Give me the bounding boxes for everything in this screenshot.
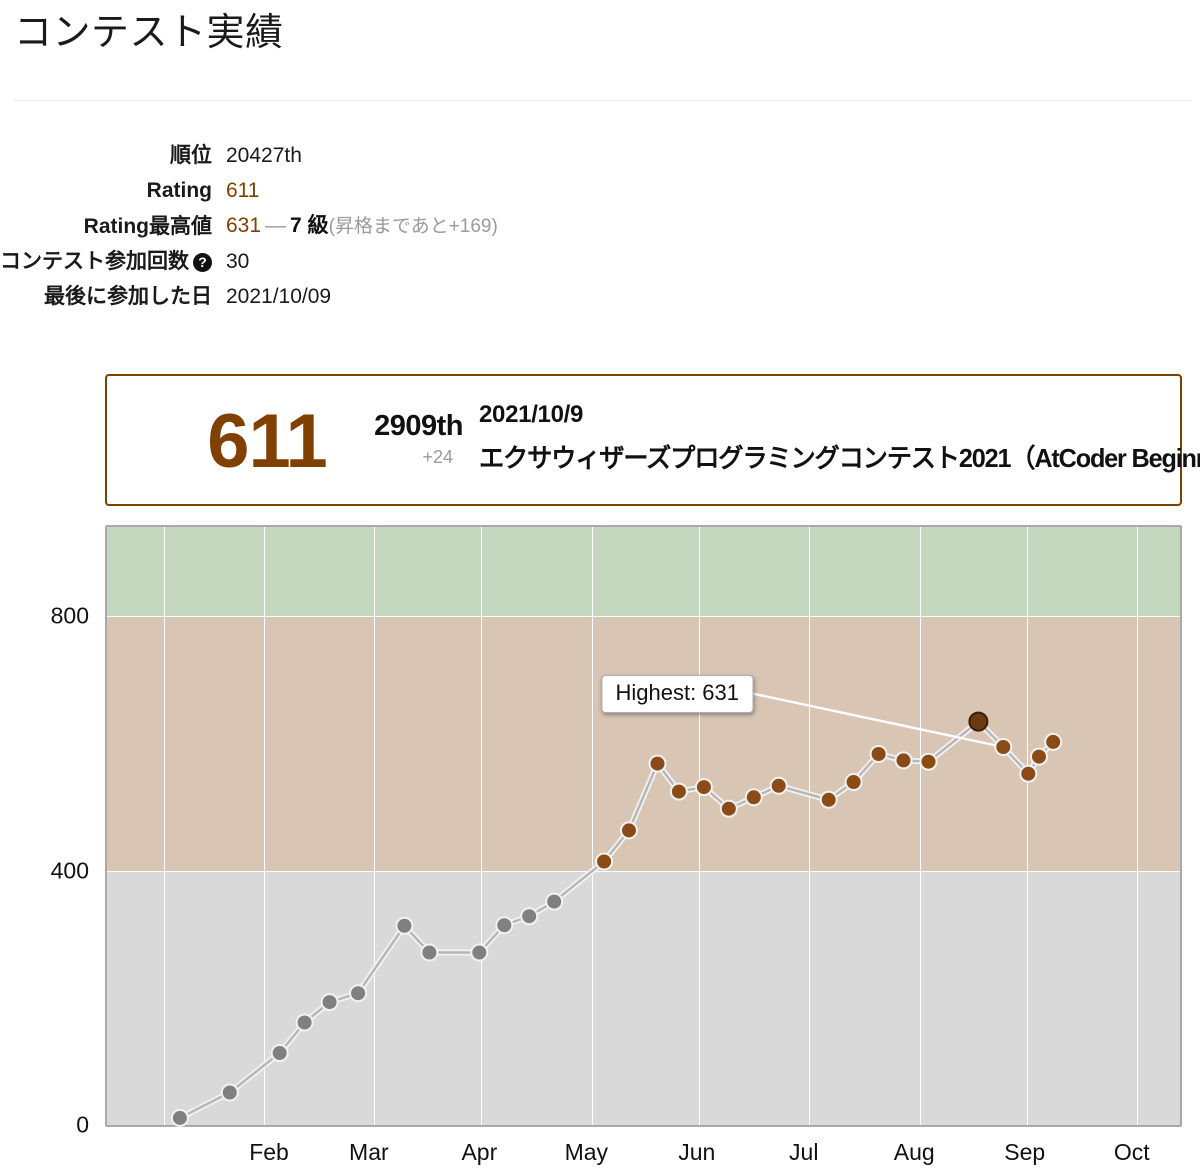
- rank-kyu: 7 級: [290, 214, 329, 237]
- rating-value: 611: [226, 179, 260, 202]
- info-row-highest-rating: Rating最高値 631—7 級(昇格まであと+169): [0, 208, 498, 244]
- v-gridline-Aug: [809, 527, 811, 1125]
- info-value-rank: 20427th: [226, 144, 302, 167]
- profile-info-table: 順位 20427th Rating 611 Rating最高値 631—7 級(…: [0, 138, 498, 314]
- info-row-contest-count: コンテスト参加回数? 30: [0, 244, 498, 279]
- v-gridline-Oct: [1026, 527, 1028, 1125]
- x-tick-Jun: Jun: [678, 1139, 716, 1165]
- latest-contest-name[interactable]: エクサウィザーズプログラミングコンテスト2021（AtCoder Beginne…: [479, 443, 1200, 473]
- latest-place-block: 2909th +24: [345, 408, 463, 470]
- h-gridline-800: [107, 616, 1180, 618]
- plot-area[interactable]: [105, 525, 1182, 1127]
- v-gridline-Jul: [698, 527, 700, 1125]
- latest-rating-value: 611: [207, 399, 328, 484]
- highest-rating-tooltip: Highest: 631: [601, 675, 753, 713]
- v-gridline-Sep: [919, 527, 921, 1125]
- latest-contest-date: 2021/10/9: [479, 401, 584, 428]
- v-gridline-Jun: [591, 527, 593, 1125]
- page-title: コンテスト実績: [14, 12, 284, 54]
- x-tick-Oct: Oct: [1113, 1139, 1150, 1165]
- x-tick-Aug: Aug: [893, 1139, 935, 1165]
- x-tick-May: May: [564, 1139, 609, 1165]
- x-tick-Apr: Apr: [461, 1139, 498, 1165]
- v-gridline-Feb: [164, 527, 166, 1125]
- x-tick-Sep: Sep: [1004, 1139, 1046, 1165]
- info-value-last-participated: 2021/10/09: [226, 285, 332, 308]
- info-value-highest-rating: 631—7 級(昇格まであと+169): [226, 208, 498, 244]
- x-axis-ticks: Feb2021MarAprMayJunJulAugSepOctNov: [210, 1133, 1200, 1170]
- title-divider: [14, 100, 1192, 101]
- promotion-note: (昇格まであと+169): [328, 216, 498, 237]
- highest-rating-value: 631: [226, 214, 262, 237]
- info-value-rating: 611: [226, 173, 498, 208]
- rank-dash: —: [265, 214, 287, 237]
- y-tick-400: 400: [50, 857, 89, 884]
- help-icon[interactable]: ?: [193, 253, 212, 272]
- info-label-rank: 順位: [170, 144, 212, 167]
- latest-contest-panel[interactable]: 611 2909th +24 2021/10/9 エクサウィザーズプログラミング…: [105, 374, 1200, 506]
- info-value-contest-count: 30: [226, 250, 250, 273]
- info-label-highest-rating: Rating最高値: [83, 214, 212, 238]
- y-tick-0: 0: [76, 1111, 89, 1138]
- info-label-rating: Rating: [146, 179, 212, 202]
- x-tick-Mar: Mar: [349, 1139, 389, 1165]
- h-gridline-400: [107, 870, 1180, 872]
- v-gridline-Apr: [374, 527, 376, 1125]
- info-label-last-participated: 最後に参加した日: [44, 285, 212, 308]
- x-tick-Feb: Feb2021: [243, 1139, 294, 1170]
- x-tick-Jul: Jul: [789, 1139, 819, 1165]
- contest-count-label-text: コンテスト参加回数: [0, 250, 189, 273]
- info-row-rank: 順位 20427th: [0, 138, 498, 173]
- latest-place-value: 2909th: [374, 410, 463, 442]
- info-row-rating: Rating 611: [0, 173, 498, 208]
- info-row-last-participated: 最後に参加した日 2021/10/09: [0, 279, 498, 314]
- latest-rating-diff: +24: [422, 447, 453, 467]
- x-tick-year: 2021: [243, 1166, 294, 1170]
- chart-band-gray-band: [107, 870, 1180, 1125]
- chart-band-green-band: [107, 527, 1180, 617]
- v-gridline-Mar: [263, 527, 265, 1125]
- y-tick-800: 800: [50, 602, 89, 629]
- v-gridline-May: [481, 527, 483, 1125]
- v-gridline-Nov: [1137, 527, 1139, 1125]
- y-axis-ticks: 0 400 800: [0, 520, 105, 1138]
- chart-band-tan-band: [107, 616, 1180, 871]
- info-label-contest-count: コンテスト参加回数?: [0, 244, 226, 279]
- plot: Feb2021MarAprMayJunJulAugSepOctNov Highe…: [105, 525, 1182, 1170]
